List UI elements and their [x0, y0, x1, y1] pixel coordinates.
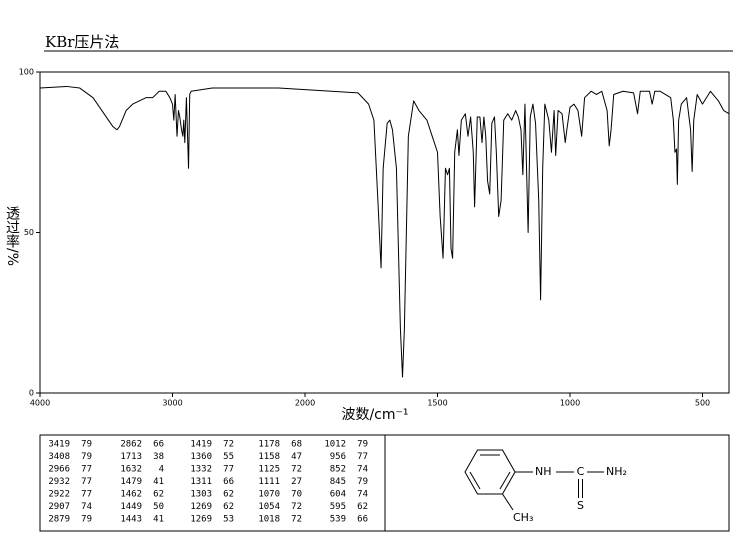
transmittance-cell: 53 — [223, 515, 234, 525]
transmittance-cell: 72 — [291, 515, 302, 525]
wavenumber-cell: 1018 — [258, 515, 280, 525]
wavenumber-cell: 1070 — [258, 490, 280, 500]
wavenumber-cell: 1111 — [258, 477, 280, 487]
transmittance-cell: 66 — [153, 440, 164, 450]
transmittance-cell: 72 — [223, 440, 234, 450]
transmittance-cell: 72 — [291, 502, 302, 512]
wavenumber-cell: 1462 — [120, 490, 142, 500]
transmittance-cell: 70 — [291, 490, 302, 500]
transmittance-cell: 77 — [223, 465, 234, 475]
wavenumber-cell: 539 — [330, 515, 346, 525]
transmittance-cell: 4 — [159, 465, 164, 475]
wavenumber-cell: 2862 — [120, 440, 142, 450]
wavenumber-cell: 1332 — [190, 465, 212, 475]
x-tick-label: 4000 — [30, 399, 50, 408]
wavenumber-cell: 1419 — [190, 440, 212, 450]
wavenumber-cell: 1125 — [258, 465, 280, 475]
wavenumber-cell: 2922 — [48, 490, 70, 500]
wavenumber-cell: 1479 — [120, 477, 142, 487]
transmittance-cell: 41 — [153, 477, 164, 487]
wavenumber-cell: 1269 — [190, 515, 212, 525]
y-tick-label: 0 — [29, 389, 34, 398]
wavenumber-cell: 604 — [330, 490, 346, 500]
ring-bond — [469, 471, 481, 490]
transmittance-cell: 66 — [357, 515, 368, 525]
wavenumber-cell: 2966 — [48, 465, 70, 475]
transmittance-cell: 79 — [81, 440, 92, 450]
title: KBr压片法 — [45, 33, 119, 51]
ring-bond — [499, 471, 511, 490]
transmittance-cell: 77 — [357, 452, 368, 462]
wavenumber-cell: 1443 — [120, 515, 142, 525]
transmittance-cell: 72 — [291, 465, 302, 475]
transmittance-cell: 74 — [357, 465, 368, 475]
transmittance-cell: 68 — [291, 440, 302, 450]
wavenumber-cell: 2907 — [48, 502, 70, 512]
benzene-ring — [464, 449, 516, 495]
wavenumber-cell: 1713 — [120, 452, 142, 462]
wavenumber-cell: 956 — [330, 452, 346, 462]
wavenumber-cell: 1449 — [120, 502, 142, 512]
transmittance-cell: 79 — [357, 477, 368, 487]
transmittance-cell: 62 — [223, 490, 234, 500]
transmittance-cell: 55 — [223, 452, 234, 462]
atom-label: C — [577, 465, 585, 478]
wavenumber-cell: 1158 — [258, 452, 280, 462]
transmittance-cell: 77 — [81, 477, 92, 487]
wavenumber-cell: 1178 — [258, 440, 280, 450]
wavenumber-cell: 1632 — [120, 465, 142, 475]
transmittance-cell: 79 — [81, 515, 92, 525]
atom-label: S — [577, 499, 584, 512]
structure-drawing — [464, 449, 604, 511]
wavenumber-cell: 3419 — [48, 440, 70, 450]
transmittance-cell: 77 — [81, 490, 92, 500]
wavenumber-cell: 2932 — [48, 477, 70, 487]
atom-label: NH — [535, 465, 552, 478]
wavenumber-cell: 1360 — [190, 452, 212, 462]
transmittance-cell: 41 — [153, 515, 164, 525]
atom-label: CH₃ — [513, 511, 533, 524]
x-tick-label: 1000 — [560, 399, 580, 408]
wavenumber-cell: 852 — [330, 465, 346, 475]
transmittance-cell: 27 — [291, 477, 302, 487]
wavenumber-cell: 1311 — [190, 477, 212, 487]
x-tick-label: 3000 — [162, 399, 182, 408]
wavenumber-cell: 845 — [330, 477, 346, 487]
transmittance-cell: 74 — [357, 490, 368, 500]
wavenumber-cell: 595 — [330, 502, 346, 512]
wavenumber-cell: 1269 — [190, 502, 212, 512]
bond — [502, 493, 514, 511]
transmittance-cell: 79 — [357, 440, 368, 450]
x-axis-label: 波数/cm⁻¹ — [341, 407, 408, 423]
wavenumber-cell: 1303 — [190, 490, 212, 500]
transmittance-cell: 66 — [223, 477, 234, 487]
spectrum-line — [39, 85, 730, 378]
y-axis-label: 透过率/% — [4, 206, 20, 266]
transmittance-cell: 50 — [153, 502, 164, 512]
transmittance-cell: 47 — [291, 452, 302, 462]
plot-frame — [39, 71, 730, 394]
wavenumber-cell: 2879 — [48, 515, 70, 525]
transmittance-cell: 62 — [357, 502, 368, 512]
transmittance-cell: 62 — [223, 502, 234, 512]
transmittance-cell: 77 — [81, 465, 92, 475]
x-tick-label: 1500 — [427, 399, 447, 408]
wavenumber-cell: 1054 — [258, 502, 280, 512]
y-tick-label: 50 — [24, 228, 34, 237]
transmittance-cell: 62 — [153, 490, 164, 500]
y-tick-label: 100 — [19, 68, 34, 77]
transmittance-cell: 38 — [153, 452, 164, 462]
x-tick-label: 2000 — [295, 399, 315, 408]
x-tick-label: 500 — [695, 399, 710, 408]
transmittance-cell: 79 — [81, 452, 92, 462]
transmittance-cell: 74 — [81, 502, 92, 512]
wavenumber-cell: 1012 — [324, 440, 346, 450]
wavenumber-cell: 3408 — [48, 452, 70, 462]
atom-label: NH₂ — [606, 465, 627, 478]
